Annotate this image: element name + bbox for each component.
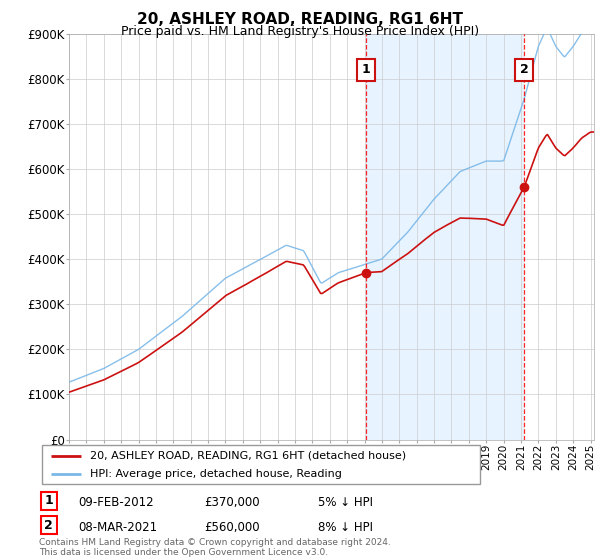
Text: HPI: Average price, detached house, Reading: HPI: Average price, detached house, Read… — [90, 469, 342, 479]
Text: 8% ↓ HPI: 8% ↓ HPI — [318, 521, 373, 534]
Text: 2: 2 — [520, 63, 529, 76]
Text: 1: 1 — [44, 494, 53, 507]
Text: £370,000: £370,000 — [204, 496, 260, 509]
Text: 20, ASHLEY ROAD, READING, RG1 6HT (detached house): 20, ASHLEY ROAD, READING, RG1 6HT (detac… — [90, 451, 406, 461]
Text: 5% ↓ HPI: 5% ↓ HPI — [318, 496, 373, 509]
Bar — [366, 34, 524, 440]
Text: 08-MAR-2021: 08-MAR-2021 — [78, 521, 157, 534]
Text: 1: 1 — [362, 63, 370, 76]
Text: Contains HM Land Registry data © Crown copyright and database right 2024.
This d: Contains HM Land Registry data © Crown c… — [39, 538, 391, 557]
Bar — [41, 492, 56, 510]
Text: 09-FEB-2012: 09-FEB-2012 — [78, 496, 154, 509]
Text: Price paid vs. HM Land Registry's House Price Index (HPI): Price paid vs. HM Land Registry's House … — [121, 25, 479, 38]
Text: £560,000: £560,000 — [204, 521, 260, 534]
Text: 2: 2 — [44, 519, 53, 532]
Bar — [41, 516, 56, 534]
Text: 20, ASHLEY ROAD, READING, RG1 6HT: 20, ASHLEY ROAD, READING, RG1 6HT — [137, 12, 463, 27]
